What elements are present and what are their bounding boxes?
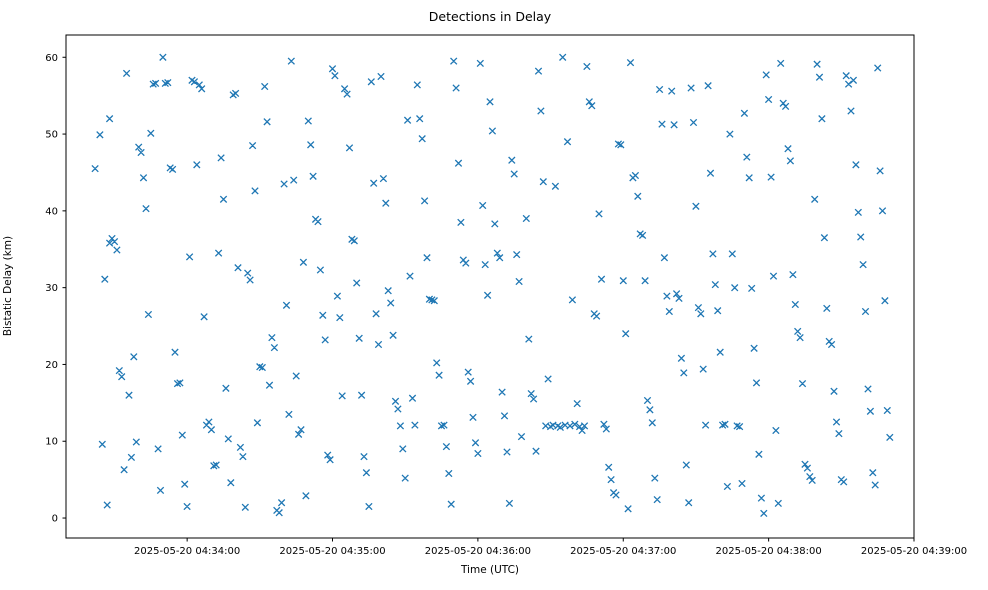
- chart-title: Detections in Delay: [428, 9, 552, 24]
- y-tick-label: 30: [45, 283, 58, 294]
- y-tick-label: 60: [45, 53, 58, 64]
- x-tick-label: 2025-05-20 04:37:00: [570, 546, 676, 557]
- x-tick-label: 2025-05-20 04:34:00: [134, 546, 240, 557]
- y-tick-label: 40: [45, 206, 58, 217]
- x-tick-label: 2025-05-20 04:38:00: [716, 546, 822, 557]
- axes-frame: [65, 34, 915, 539]
- x-axis-label: Time (UTC): [460, 564, 520, 576]
- x-tick-label: 2025-05-20 04:35:00: [279, 546, 385, 557]
- y-tick-label: 50: [45, 130, 58, 141]
- x-tick-label: 2025-05-20 04:36:00: [425, 546, 531, 557]
- y-tick-label: 10: [45, 437, 58, 448]
- y-tick-label: 20: [45, 360, 58, 371]
- scatter-points: [91, 53, 894, 518]
- y-tick-label: 0: [52, 514, 58, 525]
- x-tick-label: 2025-05-20 04:39:00: [861, 546, 967, 557]
